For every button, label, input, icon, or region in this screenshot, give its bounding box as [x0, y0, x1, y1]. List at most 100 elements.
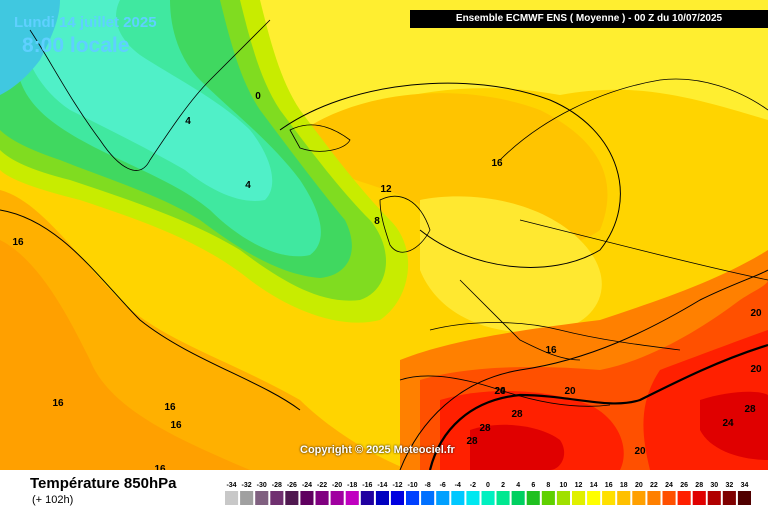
scale-tick-label: -2	[470, 482, 476, 489]
contour-label: 24	[494, 386, 506, 397]
contour-label: 16	[52, 398, 64, 409]
scale-tick-label: 4	[516, 482, 520, 489]
contour-label: 16	[491, 158, 503, 169]
color-scale: -34 -32 -30 -28 -26 -24 -22 -20 -18 -16 -14 -12 -10-…	[225, 482, 751, 505]
scale-tick-label: -28	[272, 482, 282, 489]
scale-tick-label: 24	[665, 482, 673, 489]
scale-swatch	[541, 491, 555, 505]
scale-tick-label: -4	[455, 482, 461, 489]
scale-swatch	[617, 491, 631, 505]
scale-swatch	[255, 491, 269, 505]
scale-tick-label: 12	[575, 482, 583, 489]
scale-tick-label: 14	[590, 482, 598, 489]
scale-swatch	[375, 491, 389, 505]
contour-label: 16	[154, 464, 166, 470]
scale-tick-label: -20	[332, 482, 342, 489]
forecast-lead-time: (+ 102h)	[32, 494, 74, 506]
scale-tick-label: -34	[226, 482, 236, 489]
scale-tick-label: 16	[605, 482, 613, 489]
scale-swatch	[572, 491, 586, 505]
scale-tick-label: -12	[392, 482, 402, 489]
scale-swatch	[360, 491, 374, 505]
scale-tick-label: 6	[531, 482, 535, 489]
copyright-notice: Copyright © 2025 Meteociel.fr	[300, 444, 455, 456]
scale-tick-label: 18	[620, 482, 628, 489]
contour-label: 28	[479, 423, 491, 434]
contour-label: 28	[744, 404, 756, 415]
scale-swatch	[421, 491, 435, 505]
scale-tick-label: 2	[501, 482, 505, 489]
scale-swatch	[677, 491, 691, 505]
scale-tick-label: 8	[546, 482, 550, 489]
parameter-title: Température 850hPa	[30, 475, 177, 492]
scale-swatch	[722, 491, 736, 505]
contour-label: 20	[564, 386, 576, 397]
scale-swatch	[632, 491, 646, 505]
forecast-date: Lundi 14 juillet 2025	[14, 14, 157, 31]
scale-swatch	[496, 491, 510, 505]
scale-swatch	[436, 491, 450, 505]
scale-tick-label: 30	[710, 482, 718, 489]
scale-swatch	[466, 491, 480, 505]
scale-swatch	[511, 491, 525, 505]
contour-label: 24	[722, 418, 734, 429]
scale-tick-label: -32	[242, 482, 252, 489]
scale-swatch	[481, 491, 495, 505]
scale-swatch	[587, 491, 601, 505]
scale-swatch	[526, 491, 540, 505]
scale-tick-label: -10	[408, 482, 418, 489]
scale-swatch	[240, 491, 254, 505]
scale-swatch	[285, 491, 299, 505]
scale-tick-label: 20	[635, 482, 643, 489]
scale-tick-label: 10	[560, 482, 568, 489]
scale-tick-label: -30	[257, 482, 267, 489]
contour-label: 16	[12, 237, 24, 248]
scale-swatch	[406, 491, 420, 505]
scale-swatch	[345, 491, 359, 505]
scale-tick-label: 22	[650, 482, 658, 489]
scale-swatch	[330, 491, 344, 505]
scale-tick-label: 0	[486, 482, 490, 489]
scale-swatch	[270, 491, 284, 505]
contour-label: 20	[750, 308, 762, 319]
contour-label: 4	[185, 116, 191, 127]
contour-label: 0	[255, 91, 261, 102]
scale-tick-label: 34	[741, 482, 749, 489]
scale-swatch	[451, 491, 465, 505]
scale-tick-label: -18	[347, 482, 357, 489]
contour-label: 28	[511, 409, 523, 420]
scale-tick-label: -24	[302, 482, 312, 489]
scale-swatch	[647, 491, 661, 505]
contour-label: 28	[466, 436, 478, 447]
scale-tick-label: -26	[287, 482, 297, 489]
scale-tick-label: 26	[680, 482, 688, 489]
scale-swatch	[315, 491, 329, 505]
scale-swatch	[390, 491, 404, 505]
scale-swatch	[300, 491, 314, 505]
scale-tick-label: -22	[317, 482, 327, 489]
scale-swatch	[692, 491, 706, 505]
scale-tick-label: -6	[440, 482, 446, 489]
contour-label: 20	[750, 364, 762, 375]
contour-label: 16	[164, 402, 176, 413]
scale-swatch	[707, 491, 721, 505]
scale-tick-label: -14	[377, 482, 387, 489]
scale-tick-label: -8	[425, 482, 431, 489]
scale-swatch	[737, 491, 751, 505]
contour-label: 20	[634, 446, 646, 457]
scale-tick-label: -16	[362, 482, 372, 489]
contour-label: 16	[545, 345, 557, 356]
scale-swatch	[225, 491, 239, 505]
scale-swatch	[662, 491, 676, 505]
temperature-map: 0 4 4 8 12 16 16 16 16 16 16 16 20 20 20…	[0, 0, 768, 470]
contour-label: 16	[170, 420, 182, 431]
contour-label: 20	[494, 386, 506, 397]
contour-label: 12	[380, 184, 392, 195]
scale-tick-label: 28	[695, 482, 703, 489]
scale-tick-label: 32	[726, 482, 734, 489]
scale-swatch	[602, 491, 616, 505]
scale-swatch	[556, 491, 570, 505]
contour-label: 4	[245, 180, 251, 191]
forecast-time: 8:00 locale	[22, 34, 130, 57]
contour-label: 8	[374, 216, 380, 227]
